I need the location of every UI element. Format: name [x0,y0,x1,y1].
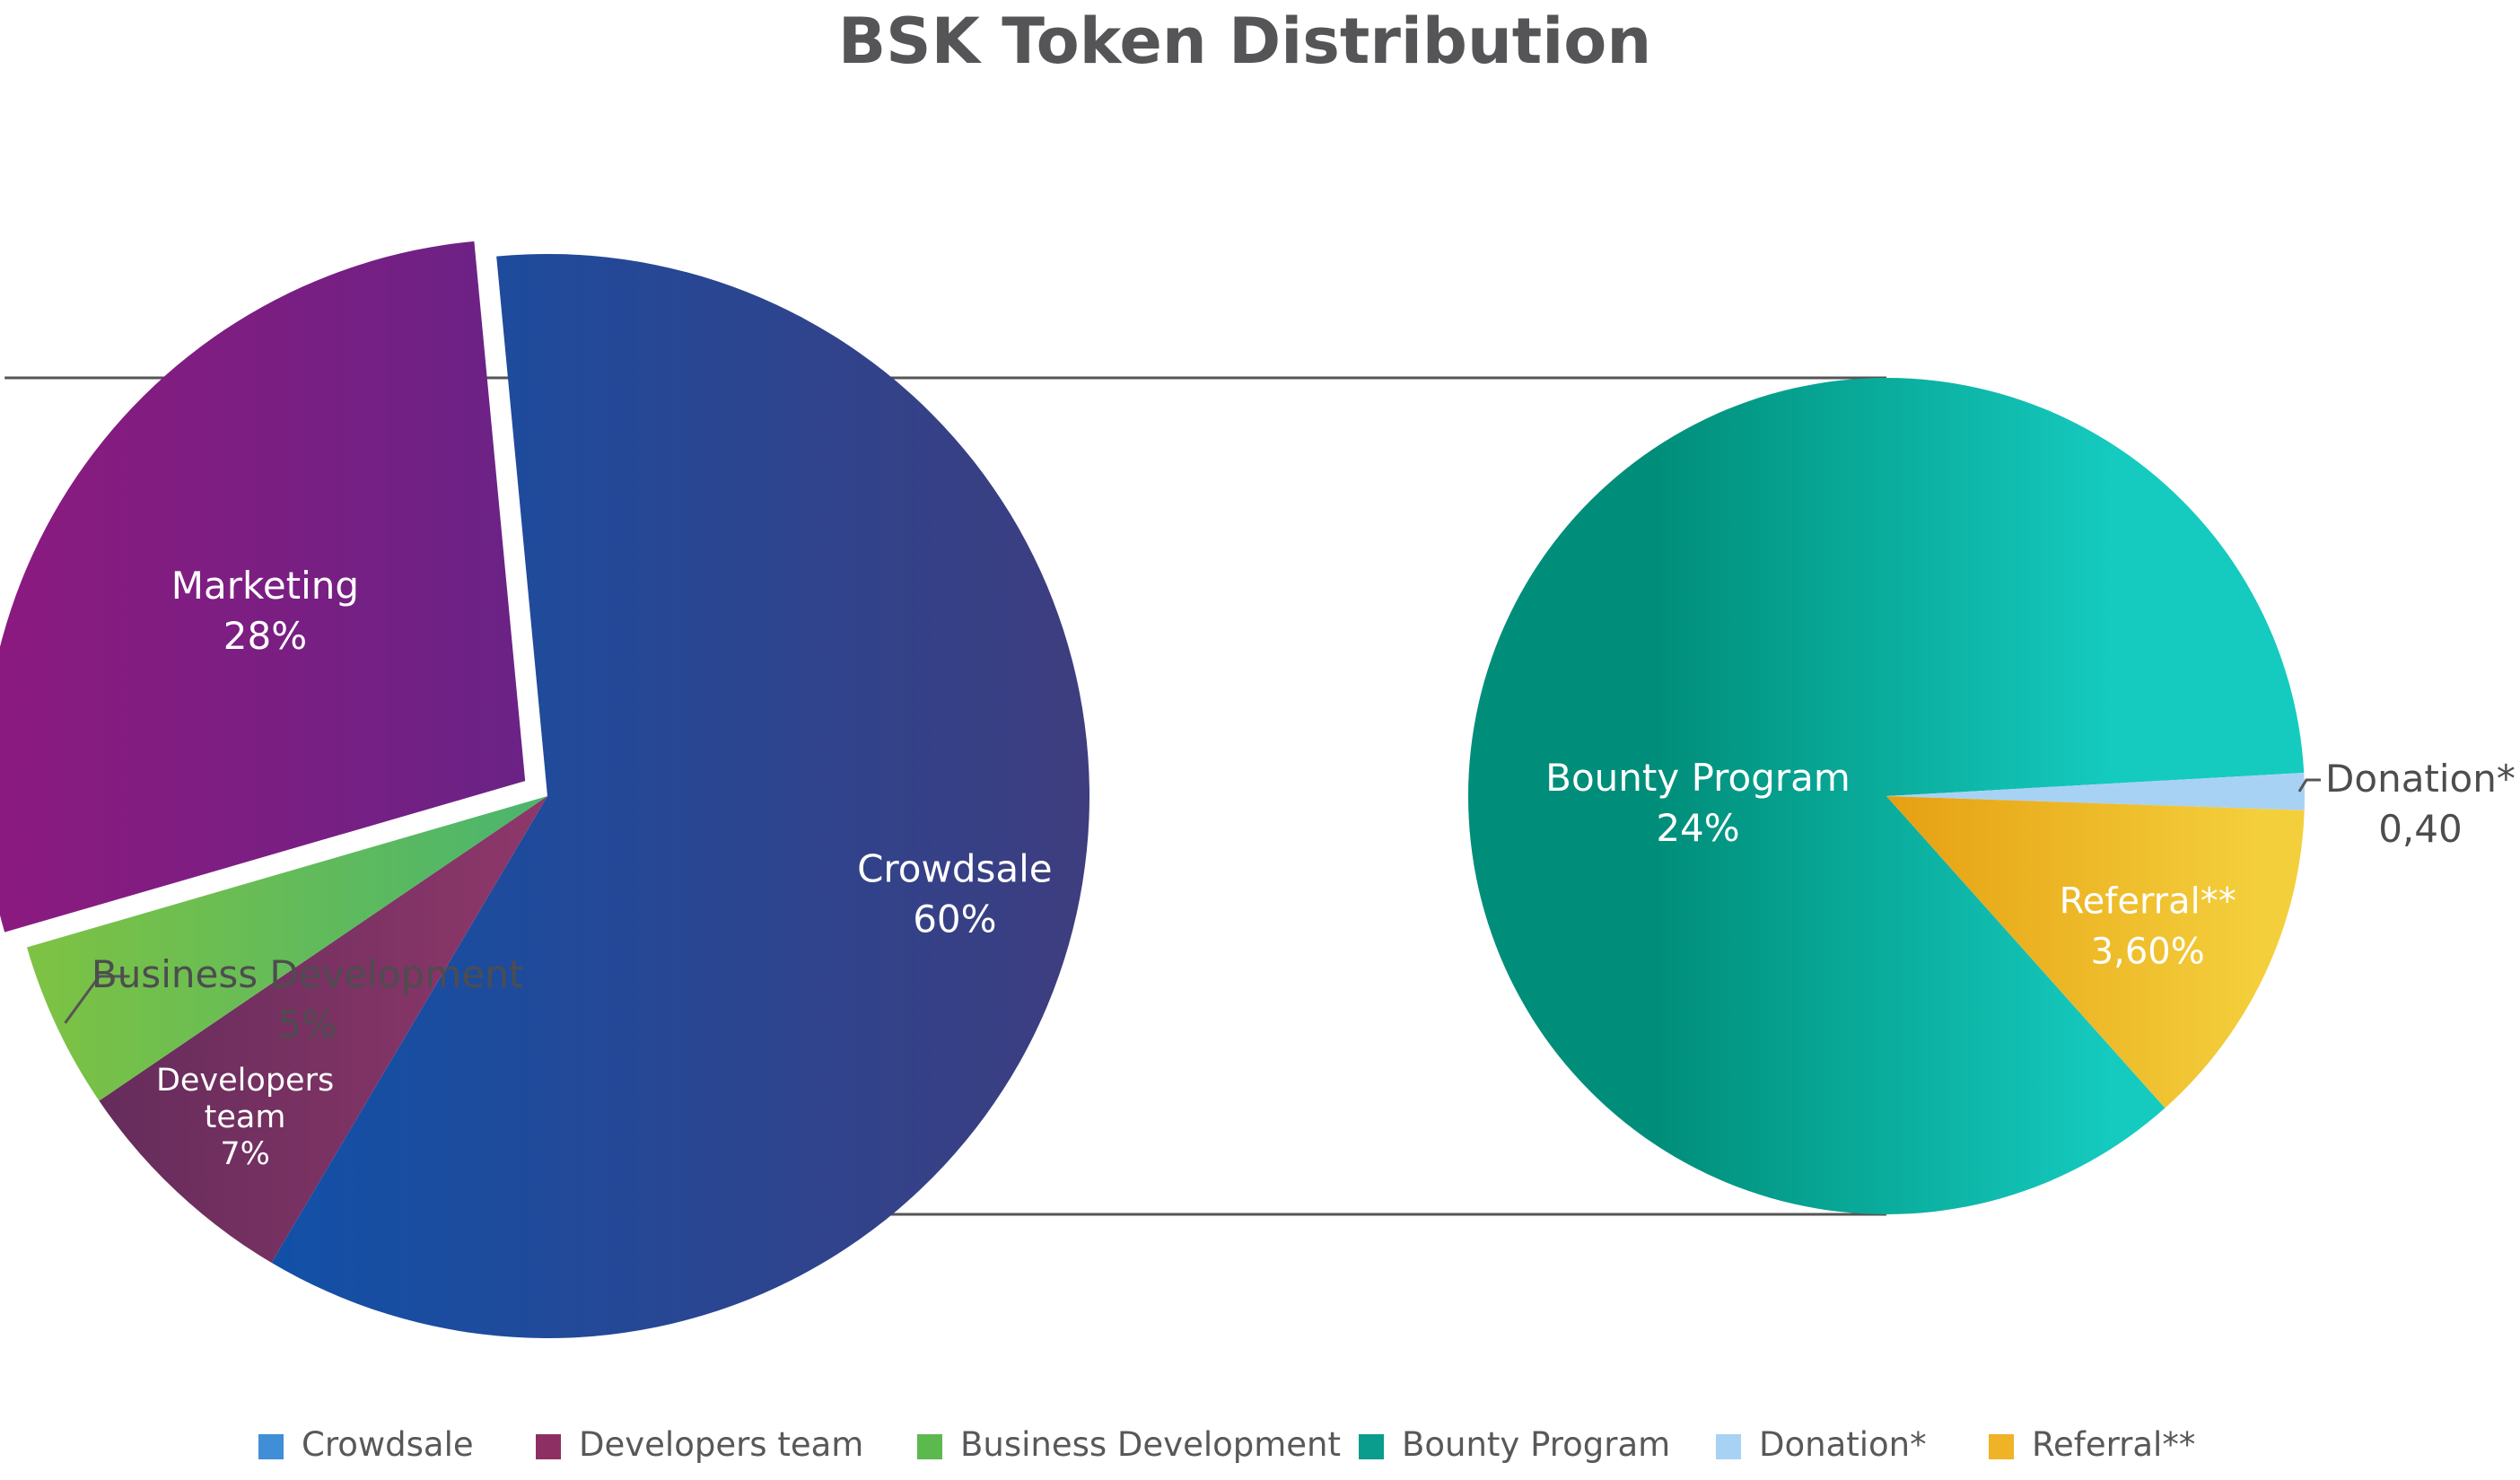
legend-label-business-development: Business Development [960,1425,1341,1464]
legend-swatch-developers-team [536,1434,561,1459]
slice-business-development [26,796,548,1101]
main-pie [0,241,1089,1339]
legend-swatch-donation [1716,1434,1741,1459]
label-developers-team: team [205,1099,286,1135]
legend-item-donation: Donation* [1716,1425,1927,1464]
value-label-business-development: 5% [277,1003,337,1047]
value-label-marketing: 28% [223,614,307,658]
legend-item-crowdsale: Crowdsale [258,1425,474,1464]
legend: Crowdsale Developers team Business Develop… [258,1425,2195,1464]
value-label-crowdsale: 60% [913,897,996,941]
legend-item-referral: Referral** [1989,1425,2195,1464]
label-donation: Donation* [2325,757,2516,801]
legend-label-bounty-program: Bounty Program [1402,1425,1670,1464]
legend-item-business-development: Business Development [917,1425,1341,1464]
slice-donation [1886,772,2305,810]
legend-swatch-crowdsale [258,1434,284,1459]
legend-swatch-bounty-program [1359,1434,1384,1459]
label-business-development: Business Development [92,952,523,996]
value-label-referral: 3,60% [2091,931,2205,972]
marketing-breakdown-pie [1468,378,2305,1214]
legend-label-donation: Donation* [1759,1425,1927,1464]
legend-item-developers-team: Developers team [536,1425,863,1464]
legend-label-crowdsale: Crowdsale [302,1425,474,1464]
value-label-donation: 0,40 [2378,807,2463,851]
legend-swatch-referral [1989,1434,2014,1459]
legend-label-developers-team: Developers team [579,1425,863,1464]
slice-developers-team [99,796,548,1263]
chart-title: BSK Token Distribution [838,4,1651,78]
slice-referral [1886,796,2305,1108]
slice-crowdsale [271,254,1089,1339]
value-label-developers-team: 7% [220,1136,270,1172]
value-label-bounty-program: 24% [1656,806,1739,850]
label-referral: Referral** [2060,880,2236,922]
label-developers-team: Developers [156,1063,334,1099]
slice-bounty-program [1468,378,2305,1214]
label-crowdsale: Crowdsale [857,846,1053,890]
leader-line-donation [2297,778,2321,793]
slice-marketing [0,241,526,933]
label-marketing: Marketing [171,564,359,608]
legend-swatch-business-development [917,1434,942,1459]
leader-line-business-development [64,975,130,1024]
legend-item-bounty-program: Bounty Program [1359,1425,1670,1464]
legend-label-referral: Referral** [2032,1425,2195,1464]
label-bounty-program: Bounty Program [1545,756,1851,800]
